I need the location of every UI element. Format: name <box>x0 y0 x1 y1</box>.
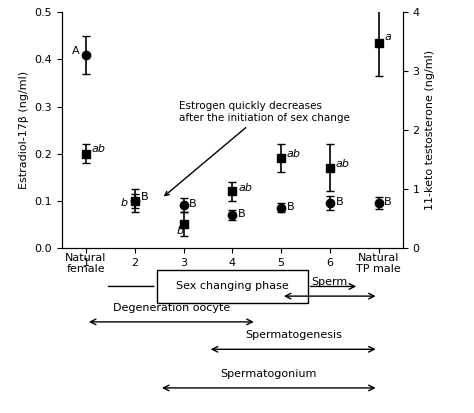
Text: Spermatogonium: Spermatogonium <box>220 369 317 379</box>
Y-axis label: Estradiol-17β (ng/ml): Estradiol-17β (ng/ml) <box>18 71 28 189</box>
Text: b: b <box>176 226 183 236</box>
Text: Natural
female: Natural female <box>65 253 107 274</box>
Text: B: B <box>141 192 148 202</box>
Text: b: b <box>120 197 127 208</box>
Text: Sperm: Sperm <box>311 277 348 287</box>
Text: ab: ab <box>92 144 106 154</box>
Y-axis label: 11-keto testosterone (ng/ml): 11-keto testosterone (ng/ml) <box>425 50 435 210</box>
Text: Estrogen quickly decreases
after the initiation of sex change: Estrogen quickly decreases after the ini… <box>165 102 349 196</box>
Text: Natural
TP male: Natural TP male <box>356 253 401 274</box>
Text: ab: ab <box>287 149 301 159</box>
Text: ab: ab <box>336 159 350 169</box>
Text: a: a <box>384 32 391 42</box>
Text: B: B <box>384 197 392 207</box>
Text: B: B <box>336 197 343 207</box>
FancyBboxPatch shape <box>157 271 308 303</box>
Text: B: B <box>287 202 294 212</box>
Text: Spermatogenesis: Spermatogenesis <box>245 330 342 340</box>
Text: B: B <box>189 199 197 209</box>
Text: B: B <box>238 209 246 219</box>
Text: A: A <box>73 46 80 56</box>
Text: ab: ab <box>238 183 252 193</box>
Text: Sex changing phase: Sex changing phase <box>176 281 289 292</box>
Text: Degeneration oocyte: Degeneration oocyte <box>113 303 230 313</box>
